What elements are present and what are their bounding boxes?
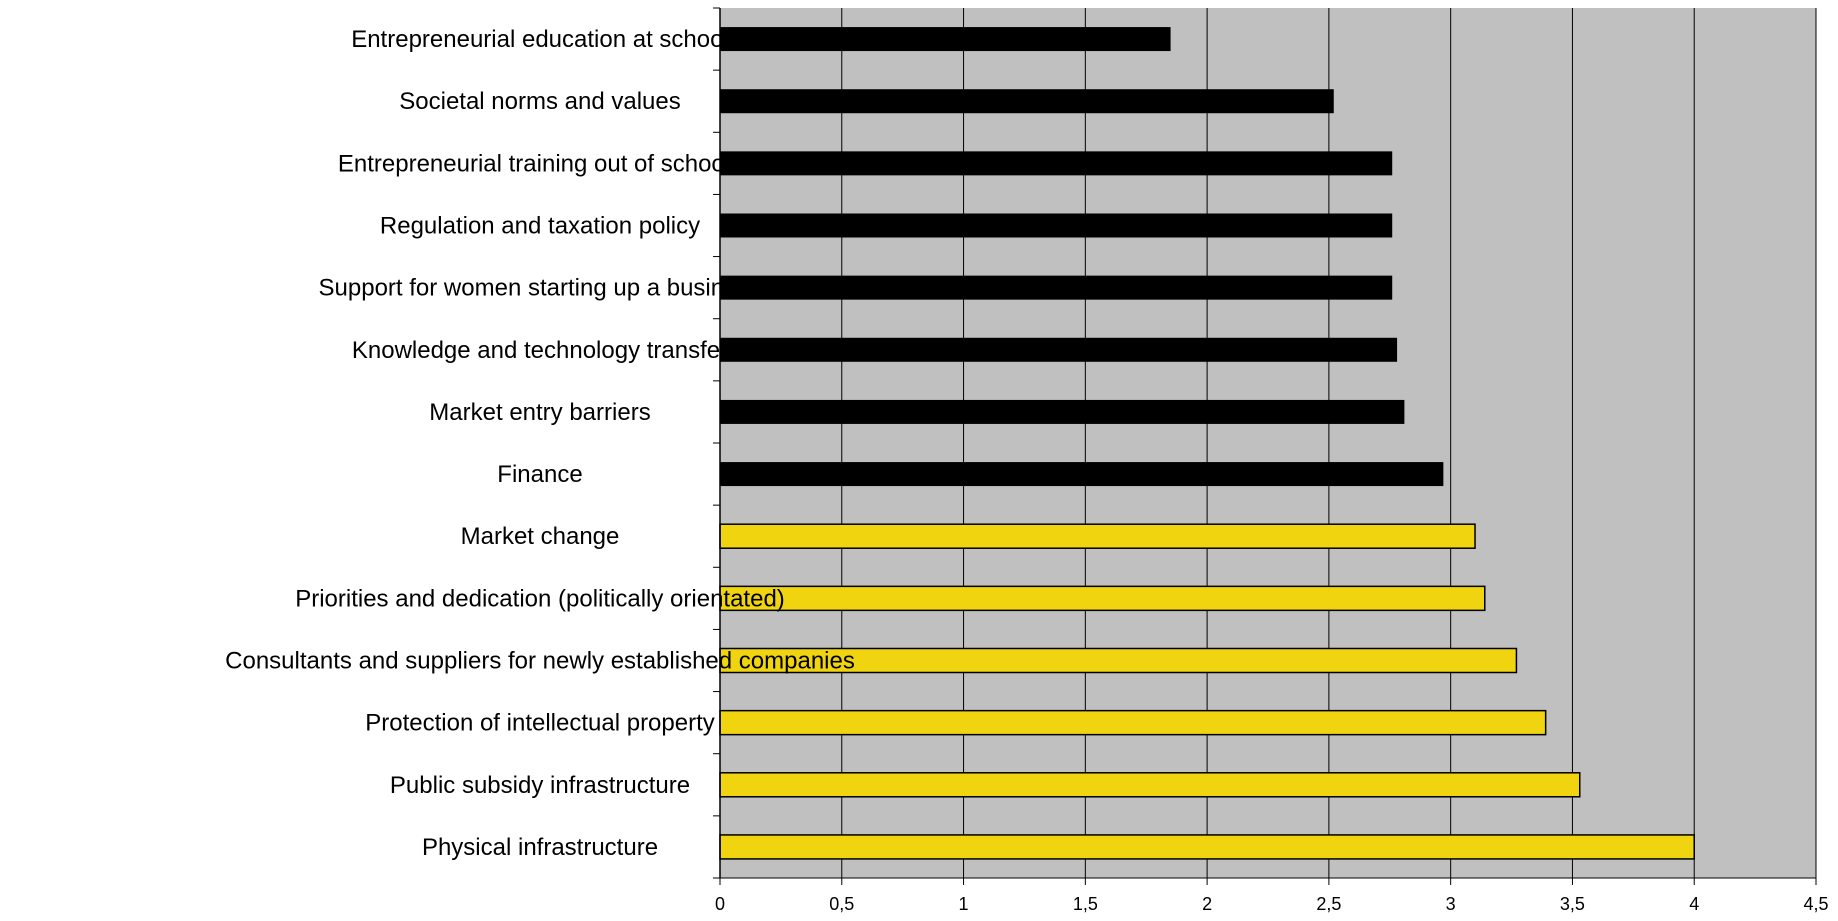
bar (720, 27, 1171, 52)
category-label: Societal norms and values (399, 88, 680, 115)
bar (720, 151, 1393, 176)
category-label: Support for women starting up a business (319, 275, 762, 302)
category-label: Public subsidy infrastructure (390, 772, 690, 799)
category-label: Physical infrastructure (422, 834, 658, 861)
bar (720, 275, 1393, 300)
x-tick-labels: 0 0,5 1 1,5 2 2,5 3 3,5 4 4,5 (715, 894, 1829, 914)
bar (719, 647, 1518, 674)
plot-area (720, 8, 1816, 878)
axes (713, 7, 1817, 885)
bar (719, 523, 1476, 549)
category-label: Market change (461, 523, 620, 550)
bar (720, 89, 1334, 114)
category-label: Entrepreneurial education at school (351, 26, 729, 53)
bar (719, 585, 1486, 612)
x-tick-label: 4,5 (1803, 894, 1828, 914)
x-tick-label: 0 (715, 894, 725, 914)
x-tick-label: 4 (1689, 894, 1699, 914)
bar (719, 772, 1581, 798)
x-tick-label: 3 (1446, 894, 1456, 914)
x-tick-label: 2,5 (1316, 894, 1341, 914)
bar (719, 834, 1695, 860)
category-label: Priorities and dedication (politically o… (295, 585, 785, 612)
category-label: Entrepreneurial training out of schools (338, 150, 742, 177)
category-label: Market entry barriers (429, 399, 650, 426)
bar (720, 462, 1444, 487)
x-tick-label: 1 (959, 894, 969, 914)
category-label: Finance (497, 461, 582, 488)
bar (720, 399, 1405, 424)
category-labels: Entrepreneurial education at school Socie… (225, 26, 855, 861)
bar (720, 337, 1398, 362)
category-label: Regulation and taxation policy (380, 213, 700, 240)
bar (719, 709, 1547, 736)
x-tick-label: 2 (1202, 894, 1212, 914)
category-label: Protection of intellectual property (365, 710, 715, 737)
x-tick-label: 0,5 (829, 894, 854, 914)
x-tick-label: 1,5 (1073, 894, 1098, 914)
bars (719, 27, 1695, 860)
x-tick-label: 3,5 (1560, 894, 1585, 914)
bar (720, 213, 1393, 238)
category-label: Knowledge and technology transfer (352, 337, 728, 364)
category-label: Consultants and suppliers for newly esta… (225, 648, 855, 675)
